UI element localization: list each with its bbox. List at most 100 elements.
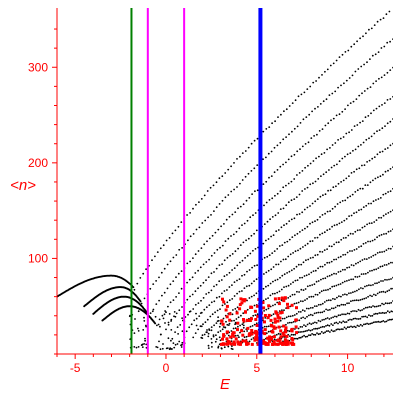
- curve-point: [297, 311, 300, 313]
- curve-point: [236, 279, 238, 282]
- curve-point: [226, 289, 228, 291]
- curve-point: [383, 312, 386, 314]
- curve-point: [356, 229, 359, 232]
- curve-point: [156, 251, 159, 254]
- curve-point: [273, 171, 276, 174]
- scatter-point: [201, 334, 204, 337]
- curve-point: [192, 257, 194, 259]
- curve-point: [249, 325, 252, 328]
- curve-point: [267, 152, 270, 155]
- curve-point: [242, 312, 245, 315]
- curve-point: [360, 245, 363, 248]
- curve-point: [239, 244, 242, 247]
- curve-point: [339, 270, 342, 273]
- highlight-point: [286, 302, 289, 306]
- curve-point: [290, 333, 293, 336]
- curve-point: [248, 197, 251, 199]
- curve-point: [356, 276, 359, 278]
- curve-point: [364, 242, 367, 244]
- curve-point: [279, 319, 282, 322]
- curve-point: [289, 253, 292, 256]
- scatter-point: [137, 330, 140, 332]
- curve-point: [392, 310, 393, 313]
- curve-point: [340, 321, 343, 324]
- curve-point: [323, 249, 326, 252]
- curve-point: [163, 267, 166, 270]
- curve-point: [298, 291, 300, 293]
- highlight-point: [255, 332, 259, 335]
- curve-point: [155, 280, 158, 282]
- curve-point: [329, 331, 331, 333]
- scatter-point: [159, 325, 161, 328]
- scatter-point: [145, 325, 148, 328]
- curve-point: [335, 328, 338, 331]
- curve-point: [241, 274, 243, 277]
- curve-point: [327, 330, 330, 332]
- curve-point: [317, 267, 319, 270]
- curve-point: [324, 70, 326, 73]
- curve-point: [386, 99, 389, 101]
- curve-point: [368, 137, 370, 140]
- curve-point: [350, 129, 353, 131]
- curve-point: [318, 327, 320, 329]
- curve-point: [371, 54, 374, 57]
- curve-point: [195, 317, 198, 320]
- curve-point: [337, 271, 340, 273]
- curve-point: [197, 269, 200, 272]
- curve-point: [302, 289, 305, 291]
- curve-point: [283, 224, 285, 227]
- curve-point: [354, 275, 357, 278]
- curve-point: [319, 320, 322, 323]
- curve-point: [262, 287, 265, 290]
- highlight-point: [250, 317, 253, 321]
- curve-point: [359, 121, 361, 124]
- scatter-point: [163, 313, 166, 316]
- curve-point: [169, 260, 172, 263]
- curve-point: [352, 100, 355, 103]
- curve-point: [175, 276, 177, 279]
- curve-point: [203, 308, 206, 311]
- curve-point: [382, 193, 385, 196]
- curve-point: [302, 118, 305, 121]
- highlight-point: [253, 309, 257, 313]
- curve-point: [359, 37, 361, 40]
- curve-point: [277, 332, 280, 335]
- curve-point: [335, 114, 338, 117]
- curve-point: [348, 279, 350, 281]
- scatter-point: [143, 316, 145, 319]
- curve-point: [227, 237, 230, 240]
- curve-point: [250, 170, 253, 172]
- curve-point: [223, 259, 226, 262]
- curve-point: [273, 338, 276, 341]
- curve-point: [329, 64, 332, 67]
- curve-point: [340, 295, 342, 298]
- curve-point: [350, 278, 352, 281]
- highlight-point: [229, 342, 233, 346]
- curve-point: [337, 241, 340, 244]
- curve-point: [197, 302, 200, 304]
- curve-point: [213, 252, 216, 254]
- highlight-point: [222, 333, 226, 337]
- scatter-point: [143, 343, 146, 345]
- curve-point: [288, 321, 291, 324]
- curve-point: [160, 271, 163, 274]
- curve-point: [303, 324, 305, 326]
- curve-point: [192, 308, 195, 310]
- curve-point: [280, 299, 283, 302]
- curve-point: [269, 218, 271, 221]
- curve-point: [374, 53, 377, 56]
- curve-point: [361, 120, 364, 122]
- curve-point: [238, 227, 241, 230]
- curve-point: [317, 280, 320, 282]
- curve-point: [342, 320, 345, 323]
- scatter-point: [172, 342, 175, 344]
- curve-point: [323, 301, 326, 303]
- curve-point: [280, 260, 282, 263]
- curve-point: [392, 209, 393, 212]
- curve-point: [206, 240, 208, 243]
- curve-point: [386, 122, 389, 125]
- curve-point: [366, 284, 368, 287]
- scatter-point: [170, 329, 173, 331]
- curve-point: [392, 228, 393, 231]
- curve-point: [287, 315, 290, 318]
